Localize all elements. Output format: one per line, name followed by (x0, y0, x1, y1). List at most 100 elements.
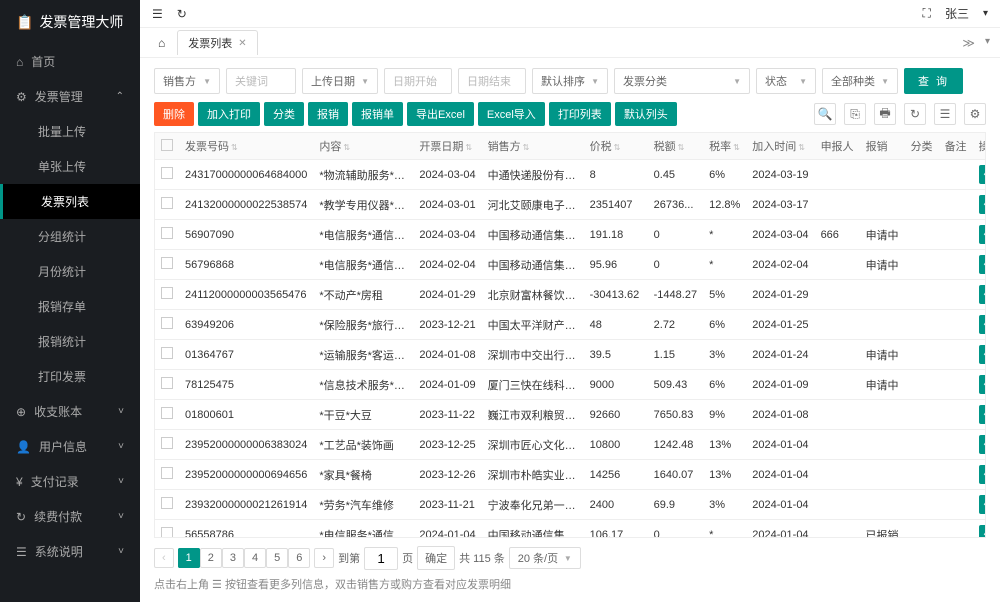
sidebar-item-月份统计[interactable]: 月份统计 (0, 254, 140, 289)
table-row[interactable]: 24112000000003565476*不动产*房租2024-01-29北京财… (155, 280, 986, 310)
row-checkbox[interactable] (161, 467, 173, 479)
select-all-checkbox[interactable] (161, 139, 173, 151)
pager-confirm[interactable]: 确定 (417, 546, 455, 570)
pager-page-4[interactable]: 4 (244, 548, 266, 568)
sidebar-item-单张上传[interactable]: 单张上传 (0, 149, 140, 184)
toolbar-默认列头[interactable]: 默认列头 (615, 102, 677, 126)
row-action-修改[interactable]: 修改 (979, 495, 986, 514)
row-action-修改[interactable]: 修改 (979, 465, 986, 484)
table-row[interactable]: 56558786*电信服务*通信服务费2024-01-04中国移动通信集团河..… (155, 520, 986, 539)
col-内容[interactable]: 内容⇅ (313, 133, 413, 160)
col-价税[interactable]: 价税⇅ (584, 133, 648, 160)
col-发票号码[interactable]: 发票号码⇅ (179, 133, 313, 160)
seller-select[interactable]: 销售方▼ (154, 68, 220, 94)
row-checkbox[interactable] (161, 317, 173, 329)
sidebar-item-报销统计[interactable]: 报销统计 (0, 324, 140, 359)
sidebar-item-收支账本[interactable]: ⊕收支账本˅ (0, 394, 140, 429)
pager-next[interactable]: › (314, 548, 334, 568)
pager-prev[interactable]: ‹ (154, 548, 174, 568)
print-icon[interactable]: 🖶 (874, 103, 896, 125)
status-select[interactable]: 状态▼ (756, 68, 816, 94)
keyword-input[interactable]: 关键词 (226, 68, 296, 94)
table-row[interactable]: 01364767*运输服务*客运服务费2024-01-08深圳市中交出行科技..… (155, 340, 986, 370)
category-select[interactable]: 发票分类▼ (614, 68, 750, 94)
pager-page-5[interactable]: 5 (266, 548, 288, 568)
row-checkbox[interactable] (161, 287, 173, 299)
close-icon[interactable]: ✕ (238, 38, 246, 49)
toolbar-导出Excel[interactable]: 导出Excel (407, 102, 474, 126)
toolbar-加入打印[interactable]: 加入打印 (198, 102, 260, 126)
col-税额[interactable]: 税额⇅ (648, 133, 703, 160)
sidebar-item-系统说明[interactable]: ☰系统说明˅ (0, 534, 140, 569)
sidebar-item-报销存单[interactable]: 报销存单 (0, 289, 140, 324)
toolbar-打印列表[interactable]: 打印列表 (549, 102, 611, 126)
refresh-icon[interactable]: ↻ (177, 7, 187, 21)
row-action-修改[interactable]: 修改 (979, 195, 986, 214)
row-action-修改[interactable]: 修改 (979, 405, 986, 424)
row-action-修改[interactable]: 修改 (979, 375, 986, 394)
sort-select[interactable]: 默认排序▼ (532, 68, 608, 94)
table-row[interactable]: 24132000000022538574*教学专用仪器*实验桌...2024-0… (155, 190, 986, 220)
table-row[interactable]: 01800601*干豆*大豆2023-11-22巍江市双利粮贸有限...9266… (155, 400, 986, 430)
tabs-more-icon[interactable]: ≫ (962, 36, 975, 50)
settings-icon[interactable]: ⚙ (964, 103, 986, 125)
table-row[interactable]: 56907090*电信服务*通信服务费2024-03-04中国移动通信集团河..… (155, 220, 986, 250)
col-申报人[interactable]: 申报人 (815, 133, 860, 160)
export-icon[interactable]: ⎘ (844, 103, 866, 125)
row-action-修改[interactable]: 修改 (979, 165, 986, 184)
menu-toggle-icon[interactable]: ☰ (152, 7, 163, 21)
sidebar-item-用户信息[interactable]: 👤用户信息˅ (0, 429, 140, 464)
col-分类[interactable]: 分类 (905, 133, 939, 160)
sidebar-item-续费付款[interactable]: ↻续费付款˅ (0, 499, 140, 534)
sidebar-item-分组统计[interactable]: 分组统计 (0, 219, 140, 254)
row-checkbox[interactable] (161, 167, 173, 179)
col-销售方[interactable]: 销售方⇅ (482, 133, 584, 160)
table-row[interactable]: 24317000000064684000*物流辅助服务*快递费2024-03-0… (155, 160, 986, 190)
toolbar-报销[interactable]: 报销 (308, 102, 348, 126)
toolbar-分类[interactable]: 分类 (264, 102, 304, 126)
col-报销[interactable]: 报销 (860, 133, 905, 160)
row-checkbox[interactable] (161, 497, 173, 509)
row-action-修改[interactable]: 修改 (979, 435, 986, 454)
row-action-修改[interactable]: 修改 (979, 315, 986, 334)
col-税率[interactable]: 税率⇅ (703, 133, 746, 160)
col-加入时间[interactable]: 加入时间⇅ (746, 133, 814, 160)
table-row[interactable]: 23932000000021261914*劳务*汽车维修2023-11-21宁波… (155, 490, 986, 520)
col-开票日期[interactable]: 开票日期⇅ (413, 133, 481, 160)
row-checkbox[interactable] (161, 257, 173, 269)
search-icon[interactable]: 🔍 (814, 103, 836, 125)
row-action-修改[interactable]: 修改 (979, 525, 986, 538)
columns-icon[interactable]: ☰ (934, 103, 956, 125)
date-from-input[interactable]: 日期开始 (384, 68, 452, 94)
tab-active[interactable]: 发票列表 ✕ (177, 30, 257, 55)
tab-home-icon[interactable]: ⌂ (150, 32, 173, 54)
row-checkbox[interactable] (161, 437, 173, 449)
date-to-input[interactable]: 日期结束 (458, 68, 526, 94)
row-checkbox[interactable] (161, 527, 173, 538)
row-checkbox[interactable] (161, 377, 173, 389)
tabs-dropdown-icon[interactable]: ▾ (985, 36, 990, 50)
row-action-修改[interactable]: 修改 (979, 225, 986, 244)
refresh-table-icon[interactable]: ↻ (904, 103, 926, 125)
pager-page-input[interactable] (364, 547, 398, 570)
row-checkbox[interactable] (161, 347, 173, 359)
datetype-select[interactable]: 上传日期▼ (302, 68, 378, 94)
fullscreen-icon[interactable]: ⛶ (923, 6, 931, 21)
search-button[interactable]: 查 询 (904, 68, 963, 94)
sidebar-item-支付记录[interactable]: ¥支付记录˅ (0, 464, 140, 499)
kind-select[interactable]: 全部种类▼ (822, 68, 898, 94)
sidebar-item-发票管理[interactable]: ⚙发票管理⌃ (0, 79, 140, 114)
sidebar-item-首页[interactable]: ⌂首页 (0, 44, 140, 79)
user-dropdown-icon[interactable]: ▾ (983, 8, 988, 19)
row-checkbox[interactable] (161, 407, 173, 419)
col-备注[interactable]: 备注 (939, 133, 973, 160)
user-name[interactable]: 张三 (945, 5, 969, 22)
pager-page-2[interactable]: 2 (200, 548, 222, 568)
sidebar-item-发票列表[interactable]: 发票列表 (0, 184, 140, 219)
row-checkbox[interactable] (161, 197, 173, 209)
row-checkbox[interactable] (161, 227, 173, 239)
table-row[interactable]: 63949206*保险服务*旅行人身意外...2023-12-21中国太平洋财产… (155, 310, 986, 340)
col-操作[interactable]: 操作 (973, 133, 986, 160)
sidebar-item-批量上传[interactable]: 批量上传 (0, 114, 140, 149)
row-action-修改[interactable]: 修改 (979, 345, 986, 364)
